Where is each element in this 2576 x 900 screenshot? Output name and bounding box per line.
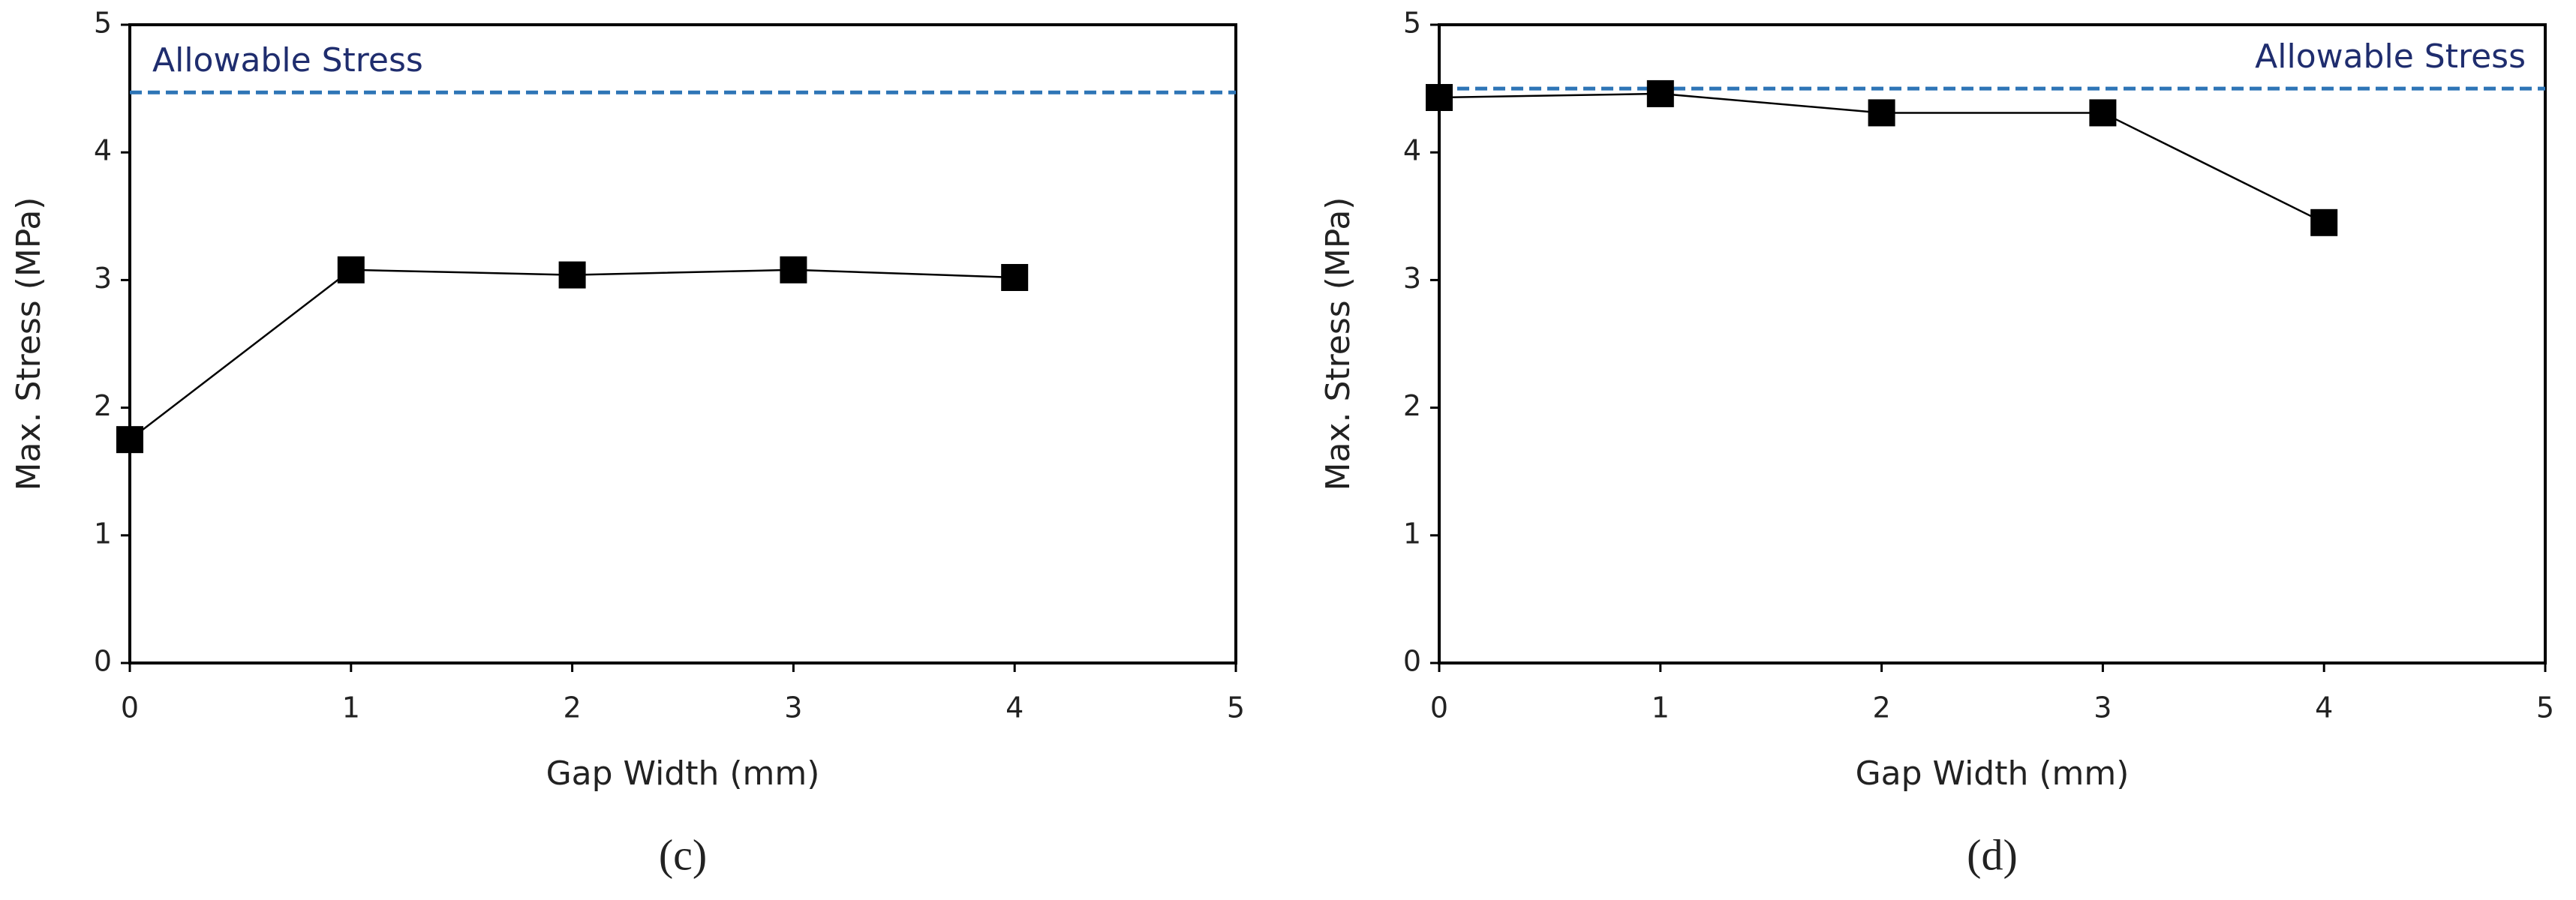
y-axis-title: Max. Stress (MPa) bbox=[1319, 197, 1357, 491]
x-tick-label: 1 bbox=[342, 692, 360, 724]
data-marker bbox=[116, 426, 143, 454]
y-tick-label: 3 bbox=[94, 262, 112, 295]
y-tick-label: 2 bbox=[1403, 389, 1421, 422]
x-tick-label: 0 bbox=[1430, 692, 1448, 724]
data-marker bbox=[780, 256, 807, 284]
panel-caption: (d) bbox=[1967, 830, 2018, 879]
x-tick-label: 3 bbox=[2094, 692, 2112, 724]
y-tick-label: 4 bbox=[94, 134, 112, 167]
data-marker bbox=[2310, 208, 2338, 236]
reference-label: Allowable Stress bbox=[152, 41, 423, 80]
x-tick-label: 0 bbox=[121, 692, 139, 724]
plot-frame bbox=[128, 23, 1237, 664]
data-marker bbox=[1001, 263, 1029, 291]
x-tick-label: 4 bbox=[2315, 692, 2333, 724]
data-marker bbox=[1646, 80, 1674, 107]
x-tick-label: 2 bbox=[1873, 692, 1891, 724]
y-tick-label: 2 bbox=[94, 389, 112, 422]
x-tick-label: 3 bbox=[784, 692, 802, 724]
data-marker bbox=[558, 261, 586, 289]
data-marker bbox=[1868, 99, 1895, 127]
y-tick-label: 3 bbox=[1403, 262, 1421, 295]
x-tick-label: 2 bbox=[564, 692, 582, 724]
plot-frame bbox=[1438, 23, 2547, 664]
x-axis-title: Gap Width (mm) bbox=[546, 754, 820, 793]
y-tick-label: 0 bbox=[1403, 645, 1421, 678]
y-tick-label: 4 bbox=[1403, 134, 1421, 167]
data-marker bbox=[1426, 84, 1453, 112]
reference-label: Allowable Stress bbox=[2255, 38, 2526, 76]
data-line bbox=[129, 268, 1015, 441]
panel-caption: (c) bbox=[659, 830, 707, 879]
y-tick-label: 1 bbox=[1403, 517, 1421, 550]
y-tick-label: 5 bbox=[1403, 7, 1421, 40]
y-axis-title: Max. Stress (MPa) bbox=[10, 197, 48, 491]
x-tick-label: 5 bbox=[1227, 692, 1245, 724]
data-marker bbox=[2089, 99, 2117, 127]
x-tick-label: 5 bbox=[2536, 692, 2554, 724]
x-tick-label: 4 bbox=[1005, 692, 1023, 724]
x-tick-label: 1 bbox=[1652, 692, 1670, 724]
data-marker bbox=[337, 256, 365, 284]
x-axis-title: Gap Width (mm) bbox=[1856, 754, 2130, 793]
y-tick-label: 1 bbox=[94, 517, 112, 550]
y-tick-label: 0 bbox=[94, 645, 112, 678]
y-tick-label: 5 bbox=[94, 7, 112, 40]
